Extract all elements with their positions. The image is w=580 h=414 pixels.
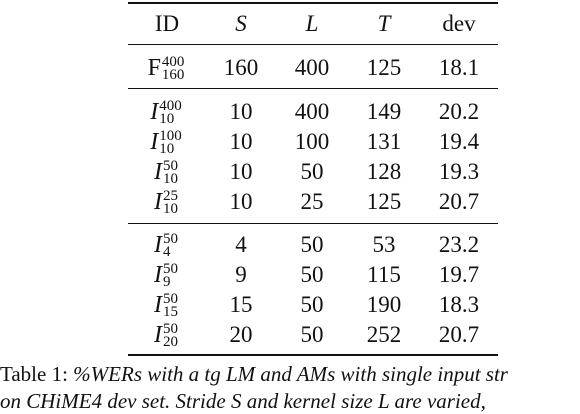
table-caption-line1: Table 1: %WERs with a tg LM and AMs with… — [0, 362, 508, 386]
row-t: 53 — [372, 232, 396, 257]
row-id: I 50 15 — [154, 290, 178, 320]
caption-text-a: on CHiME4 dev set. Stride — [0, 389, 231, 413]
row-dev: 18.3 — [438, 292, 480, 317]
row-l: 50 — [300, 159, 324, 184]
row-t: 125 — [366, 55, 402, 80]
row-s: 10 — [229, 159, 253, 184]
header-l: L — [305, 11, 319, 36]
table-caption-line2: on CHiME4 dev set. Stride S and kernel s… — [0, 389, 486, 413]
caption-emphasis: %WERs with a tg LM and AMs with single i… — [73, 362, 508, 386]
group-rule-2 — [128, 223, 498, 224]
row-l: 50 — [300, 262, 324, 287]
top-rule — [128, 2, 498, 4]
row-s: 4 — [235, 232, 247, 257]
header-s: S — [235, 11, 247, 36]
row-s: 10 — [229, 189, 253, 214]
header-t: T — [377, 11, 391, 36]
row-dev: 23.2 — [438, 232, 480, 257]
row-id: I 400 10 — [150, 97, 182, 127]
caption-text-b: and kernel size — [241, 389, 378, 413]
row-id: I 50 10 — [154, 157, 178, 187]
row-l: 25 — [300, 189, 324, 214]
caption-symbol-l: L — [377, 389, 390, 413]
row-t: 128 — [366, 159, 402, 184]
row-dev: 20.7 — [438, 189, 480, 214]
header-id: ID — [154, 11, 180, 36]
group-rule-1 — [128, 88, 498, 89]
row-t: 190 — [366, 292, 402, 317]
row-dev: 20.2 — [438, 99, 480, 124]
row-l: 100 — [294, 129, 330, 154]
row-s: 10 — [229, 129, 253, 154]
row-dev: 19.3 — [438, 159, 480, 184]
row-l: 400 — [294, 55, 330, 80]
row-s: 15 — [229, 292, 253, 317]
caption-text-c: are varied, — [389, 389, 486, 413]
row-s: 10 — [229, 99, 253, 124]
row-t: 252 — [366, 322, 402, 347]
row-s: 20 — [229, 322, 253, 347]
row-t: 115 — [367, 262, 401, 287]
row-s: 160 — [223, 55, 259, 80]
row-id: F 400 160 — [147, 53, 185, 83]
row-l: 400 — [294, 99, 330, 124]
row-id: I 50 4 — [154, 230, 178, 260]
row-s: 9 — [235, 262, 247, 287]
bottom-rule — [128, 354, 498, 356]
row-l: 50 — [300, 322, 324, 347]
row-t: 131 — [366, 129, 402, 154]
row-l: 50 — [300, 232, 324, 257]
row-dev: 19.4 — [438, 129, 480, 154]
row-id: I 50 20 — [154, 320, 178, 350]
row-id: I 25 10 — [154, 187, 178, 217]
row-dev: 18.1 — [438, 55, 480, 80]
caption-symbol-s: S — [230, 389, 242, 413]
row-l: 50 — [300, 292, 324, 317]
row-id: I 50 9 — [154, 260, 178, 290]
row-t: 149 — [366, 99, 402, 124]
row-dev: 19.7 — [438, 262, 480, 287]
row-t: 125 — [366, 189, 402, 214]
caption-label: Table 1: — [0, 362, 74, 386]
row-dev: 20.7 — [438, 322, 480, 347]
header-dev: dev — [442, 11, 476, 36]
row-id: I 100 10 — [150, 127, 182, 157]
header-rule — [128, 44, 498, 45]
